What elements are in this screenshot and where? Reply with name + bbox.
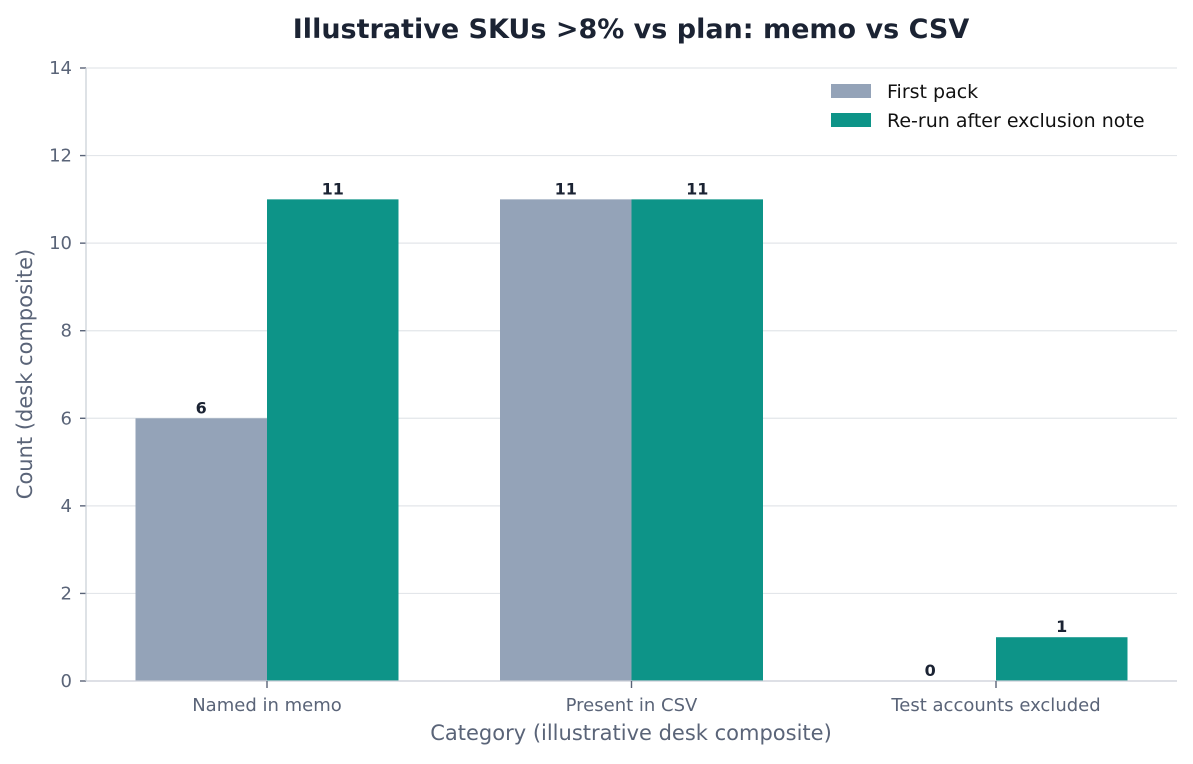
data-label: 6 (196, 398, 207, 417)
bar-re-run-0 (267, 199, 399, 681)
bar-first-pack-0 (135, 418, 267, 681)
y-tick-label: 12 (49, 146, 72, 167)
data-label: 0 (925, 661, 936, 680)
legend-swatch (831, 113, 871, 127)
data-label: 11 (555, 179, 577, 198)
bar-re-run-1 (631, 199, 763, 681)
y-tick-label: 10 (49, 233, 72, 254)
y-tick-label: 0 (61, 671, 72, 692)
legend: First pack Re-run after exclusion note (831, 81, 1145, 132)
y-tick-label: 4 (61, 496, 72, 517)
y-tick-label: 6 (61, 408, 72, 429)
bar-first-pack-1 (500, 199, 632, 681)
x-axis-label: Category (illustrative desk composite) (430, 721, 832, 745)
legend-swatch (831, 84, 871, 98)
x-tick-label: Test accounts excluded (890, 695, 1100, 716)
y-axis-label: Count (desk composite) (13, 249, 37, 499)
x-tick-label: Present in CSV (566, 695, 698, 716)
x-tick-label: Named in memo (192, 695, 342, 716)
data-label: 11 (322, 179, 344, 198)
data-label: 1 (1056, 617, 1067, 636)
y-tick-label: 8 (61, 321, 72, 342)
legend-label: First pack (887, 81, 978, 103)
chart-title: Illustrative SKUs >8% vs plan: memo vs C… (293, 14, 970, 45)
data-labels: 6 11 11 11 0 1 (196, 179, 1068, 680)
bar-re-run-2 (996, 637, 1128, 681)
y-tick-label: 14 (49, 58, 72, 79)
legend-label: Re-run after exclusion note (887, 110, 1145, 132)
bars (135, 199, 1128, 681)
y-tick-label: 2 (61, 583, 72, 604)
data-label: 11 (686, 179, 708, 198)
